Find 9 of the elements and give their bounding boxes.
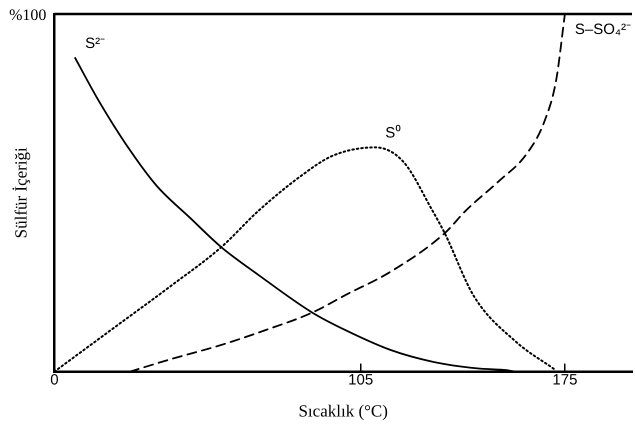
series-label: S²⁻ xyxy=(85,34,106,52)
x-tick-label: 0 xyxy=(50,372,59,389)
x-axis-title: Sıcaklık (°C) xyxy=(298,401,388,420)
x-tick-label: 175 xyxy=(552,372,578,389)
series-label: S⁰ xyxy=(385,124,400,142)
series-label: S–SO₄²⁻ xyxy=(574,21,632,38)
text: %100 xyxy=(9,7,46,24)
x-tick-label: 105 xyxy=(348,372,374,389)
y-axis-title: Sülfür İçeriği xyxy=(12,146,31,238)
